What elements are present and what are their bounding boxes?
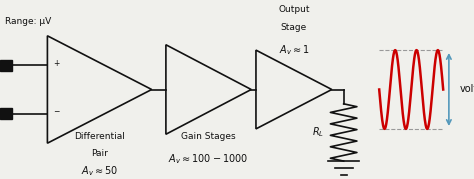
Text: $A_v \approx 100-1000$: $A_v \approx 100-1000$ xyxy=(168,152,249,166)
Text: Pair: Pair xyxy=(91,149,108,158)
Text: Gain Stages: Gain Stages xyxy=(181,132,236,141)
Text: volts: volts xyxy=(459,84,474,95)
Text: Differential: Differential xyxy=(74,132,125,141)
Text: +: + xyxy=(53,59,59,68)
Text: $A_v \approx 1$: $A_v \approx 1$ xyxy=(279,43,309,57)
Text: −: − xyxy=(53,107,59,116)
Text: Output: Output xyxy=(278,5,310,14)
Bar xyxy=(0,60,12,71)
Bar xyxy=(0,108,12,119)
Text: Stage: Stage xyxy=(281,23,307,32)
Text: $A_v \approx 50$: $A_v \approx 50$ xyxy=(81,165,118,178)
Text: Range: μV: Range: μV xyxy=(5,17,51,26)
Text: $R_L$: $R_L$ xyxy=(311,125,324,139)
